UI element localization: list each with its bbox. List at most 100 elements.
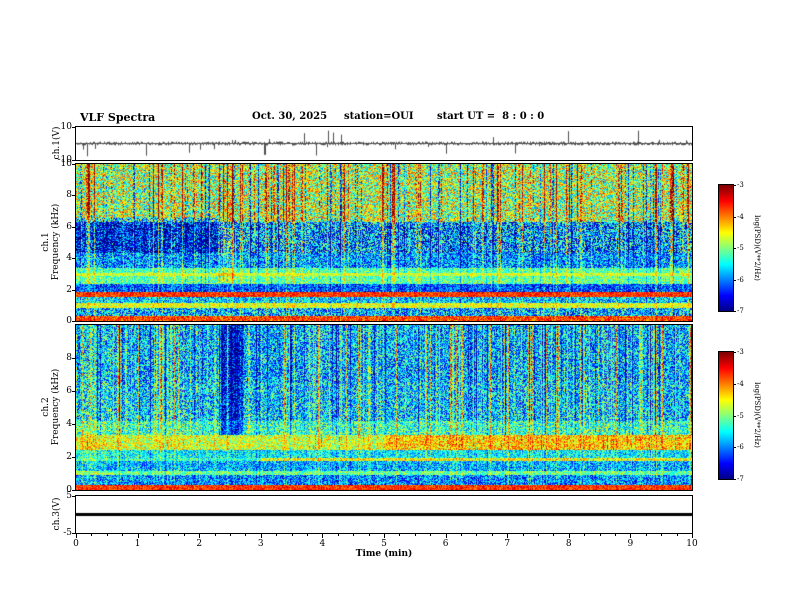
y-tick-mark xyxy=(72,457,76,458)
x-tick-mark xyxy=(569,534,570,538)
ch1-waveform-panel xyxy=(75,126,693,161)
x-minor-tick-mark xyxy=(399,534,401,536)
x-tick-mark xyxy=(76,534,77,538)
x-tick-mark xyxy=(507,534,508,538)
x-minor-tick-mark xyxy=(368,534,370,536)
x-tick-label: 6 xyxy=(442,539,449,549)
colorbar-tick-label: -5 xyxy=(737,411,744,420)
colorbar-tick-mark xyxy=(733,185,736,186)
x-minor-tick-mark xyxy=(276,534,278,536)
colorbar-tick-mark xyxy=(733,384,736,385)
ch2-spectrogram-panel xyxy=(75,324,693,491)
x-tick-label: 9 xyxy=(627,539,634,549)
x-minor-tick-mark xyxy=(645,534,647,536)
y-tick-mark xyxy=(72,195,76,196)
plot-title: VLF Spectra xyxy=(80,111,156,124)
x-minor-tick-mark xyxy=(91,534,93,536)
x-minor-tick-mark xyxy=(353,534,355,536)
y-tick-label: 5 xyxy=(66,491,72,501)
colorbar-tick-mark xyxy=(733,416,736,417)
colorbar-1-gradient xyxy=(719,185,733,311)
y-tick-mark xyxy=(72,290,76,291)
x-tick-label: 3 xyxy=(257,539,264,549)
colorbar-tick-mark xyxy=(733,479,736,480)
ch2-spectrogram-canvas xyxy=(76,325,692,490)
y-tick-mark xyxy=(72,391,76,392)
x-minor-tick-mark xyxy=(122,534,124,536)
y-tick-label: 8 xyxy=(66,353,72,363)
y-tick-label: 4 xyxy=(66,253,72,264)
y-tick-label: 6 xyxy=(66,386,72,396)
ch2-spectrogram-ylabel-line1: ch.2 xyxy=(41,397,51,417)
colorbar-tick-mark xyxy=(733,248,736,249)
colorbar-tick-label: -7 xyxy=(737,475,744,483)
ch1-spectrogram-panel xyxy=(75,163,693,322)
x-minor-tick-mark xyxy=(615,534,616,536)
colorbar-tick-mark xyxy=(733,311,736,312)
colorbar-2-label: log(PSD)(V**2/Hz) xyxy=(753,382,761,448)
y-tick-label: 2 xyxy=(66,284,72,295)
y-tick-mark xyxy=(72,358,76,359)
colorbar-tick-mark xyxy=(733,352,736,353)
colorbar-2-gradient xyxy=(719,352,733,479)
x-minor-tick-mark xyxy=(337,534,339,536)
x-tick-label: 1 xyxy=(134,539,141,549)
x-minor-tick-mark xyxy=(307,534,308,536)
x-minor-tick-mark xyxy=(461,534,462,536)
colorbar-tick-label: -4 xyxy=(737,212,744,221)
x-minor-tick-mark xyxy=(414,534,416,536)
x-tick-mark xyxy=(199,534,200,538)
x-axis-title: Time (min) xyxy=(355,549,413,559)
ch2-spectrogram-ylabel: ch.2 Frequency (kHz) xyxy=(41,369,61,446)
y-tick-label: 8 xyxy=(66,190,72,201)
x-tick-label: 7 xyxy=(504,539,511,549)
y-tick-mark xyxy=(72,496,76,497)
colorbar-tick-label: -7 xyxy=(737,307,744,315)
x-minor-tick-mark xyxy=(599,534,601,536)
ch1-spectrogram-ylabel-line1: ch.1 xyxy=(41,232,51,252)
colorbar-1 xyxy=(718,184,734,312)
colorbar-tick-label: -3 xyxy=(737,181,744,189)
x-minor-tick-mark xyxy=(106,534,108,536)
x-tick-mark xyxy=(446,534,447,538)
x-minor-tick-mark xyxy=(661,534,663,536)
x-minor-tick-mark xyxy=(476,534,478,536)
plot-start-ut: start UT = 8 : 0 : 0 xyxy=(437,111,545,122)
colorbar-2 xyxy=(718,351,734,480)
x-tick-mark xyxy=(138,534,139,538)
ch2-spectrogram-ylabel-line2: Frequency (kHz) xyxy=(51,368,61,446)
y-tick-mark xyxy=(72,321,76,322)
colorbar-tick-label: -6 xyxy=(737,443,744,452)
ch1-spectrogram-canvas xyxy=(76,164,692,321)
colorbar-tick-label: -4 xyxy=(737,379,744,388)
y-tick-label: -10 xyxy=(57,155,73,165)
ch3-waveform-ylabel: ch.3(V) xyxy=(52,497,62,531)
ch1-spectrogram-ylabel-line2: Frequency (kHz) xyxy=(51,203,61,281)
x-tick-mark xyxy=(692,534,693,538)
x-minor-tick-mark xyxy=(153,534,154,536)
x-tick-mark xyxy=(384,534,385,538)
x-tick-mark xyxy=(261,534,262,538)
y-tick-mark xyxy=(72,533,76,534)
x-tick-label: 8 xyxy=(565,539,572,549)
ch1-spectrogram-ylabel: ch.1 Frequency (kHz) xyxy=(41,204,61,281)
x-minor-tick-mark xyxy=(291,534,293,536)
y-tick-mark xyxy=(72,164,76,165)
y-tick-label: 10 xyxy=(60,159,72,169)
x-minor-tick-mark xyxy=(245,534,247,536)
y-tick-mark xyxy=(72,490,76,491)
x-tick-label: 4 xyxy=(319,539,326,549)
y-tick-mark xyxy=(72,424,76,425)
x-minor-tick-mark xyxy=(553,534,555,536)
x-minor-tick-mark xyxy=(230,534,231,536)
x-tick-label: 0 xyxy=(73,539,79,549)
x-minor-tick-mark xyxy=(676,534,678,536)
colorbar-tick-label: -3 xyxy=(737,348,744,356)
x-minor-tick-mark xyxy=(214,534,216,536)
x-tick-label: 10 xyxy=(686,539,698,549)
y-tick-label: 6 xyxy=(66,221,72,232)
x-minor-tick-mark xyxy=(491,534,493,536)
x-minor-tick-mark xyxy=(168,534,170,536)
colorbar-tick-mark xyxy=(733,447,736,448)
